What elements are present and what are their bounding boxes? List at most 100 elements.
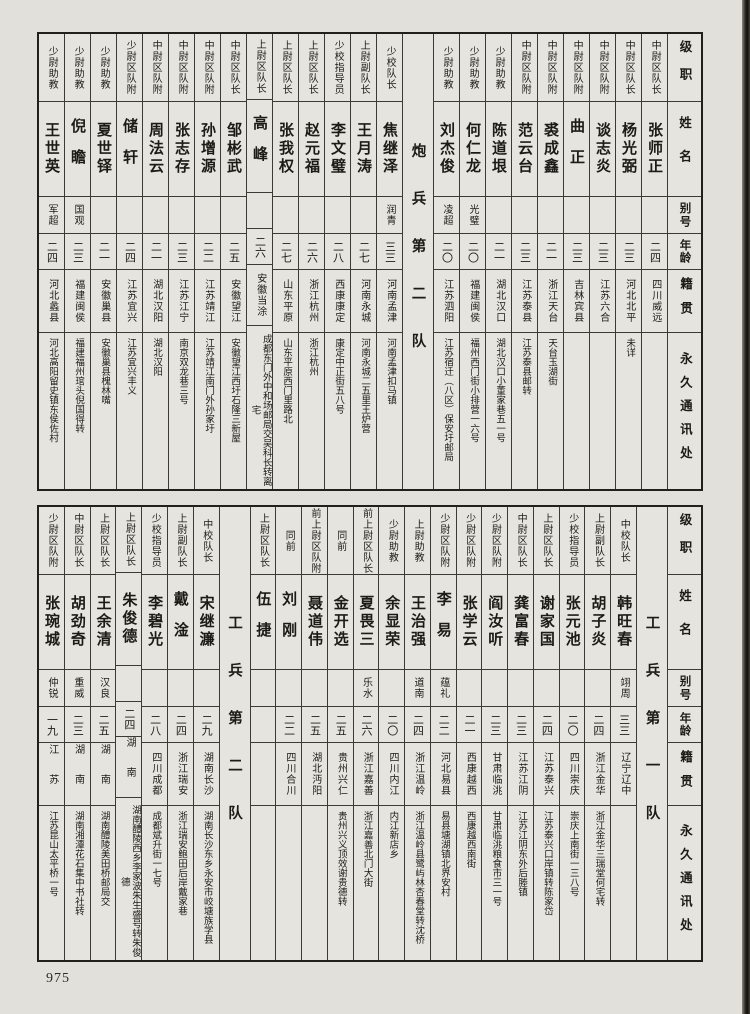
header-column: 级职 姓名 别号 年龄 籍贯 永久通讯处 [667, 34, 701, 489]
age-cell: 三三 [611, 707, 636, 743]
address-cell: 福建福州琯头倪国得转 [73, 338, 84, 433]
alias-cell [247, 193, 272, 230]
address-cell: 崇庆上南街一三八号 [567, 811, 578, 897]
section-label: 工兵第二队 [226, 614, 243, 853]
page-number: 975 [46, 971, 70, 986]
age-cell: 二三 [616, 234, 641, 270]
name-cell: 张志存 [169, 102, 194, 197]
native-place-cell: 安徽巢县 [91, 270, 116, 333]
native-place-cell: 山东平原 [273, 270, 298, 333]
name-cell: 朱俊德 [116, 573, 142, 666]
native-place-cell: 湖南 [64, 743, 90, 806]
address-cell: 甘肃临洮粮食市三一号 [490, 811, 501, 906]
person-column: 少尉助教 余显荣 二〇 四川内江 内江新店乡 [378, 507, 405, 960]
age-cell: 二四 [533, 707, 559, 743]
alias-cell [250, 670, 276, 707]
native-place-cell: 甘肃临洮 [482, 743, 508, 806]
alias-cell [116, 666, 142, 702]
native-place-cell: 河北易县 [430, 743, 456, 806]
native-place-cell: 贵州兴仁 [327, 743, 353, 806]
rank-cell: 中尉区队长 [221, 34, 246, 102]
person-column: 中尉区队附 周法云 二一 湖北汉阳 湖北汉阳 [142, 34, 168, 489]
age-cell: 二九 [193, 707, 219, 743]
native-place-cell: 福建闽侯 [65, 270, 90, 333]
alias-cell [221, 197, 246, 234]
rank-cell: 少尉助教 [434, 34, 459, 102]
alias-cell [325, 197, 350, 234]
age-cell: 三三 [377, 234, 402, 270]
alias-cell: 润青 [377, 197, 402, 234]
address-cell: 江苏江阴东外后塍镇 [516, 811, 527, 897]
address-cell: 江苏泰兴口岸镇转陈家岱 [541, 811, 552, 916]
name-cell: 焦继泽 [377, 102, 402, 197]
native-place-cell: 湖北汉口 [486, 270, 511, 333]
address-cell: 南京双龙巷三号 [177, 338, 188, 405]
address-cell: 浙江嘉善北门大街 [361, 811, 372, 887]
native-place-cell: 辽宁辽中 [611, 743, 636, 806]
name-cell: 李易 [430, 575, 456, 670]
address-cell: 福州西门街小排营一六号 [468, 338, 479, 443]
name-cell: 张师正 [642, 102, 667, 197]
rank-cell: 中尉区队附 [538, 34, 563, 102]
alias-cell: 翊周 [611, 670, 636, 707]
age-cell: 二三 [564, 234, 589, 270]
person-column: 少尉助教 王世英 军超 二四 河北蠡县 河北高阳留史镇东侯佐村 [39, 34, 64, 489]
rank-cell: 少尉助教 [460, 34, 485, 102]
person-column: 上尉副队长 胡子炎 二四 浙江金华 浙江金华三瑞堂何宅转 [584, 507, 611, 960]
rank-cell: 上尉区队长 [247, 34, 272, 101]
native-place-cell: 江苏靖江 [195, 270, 220, 333]
person-column: 上尉区队长 张我权 二七 山东平原 山东平原西门里路北 [272, 34, 298, 489]
person-column: 中尉区队长 龚富春 二三 江苏江阴 江苏江阴东外后塍镇 [507, 507, 533, 960]
address-cell: 安徽巢县槐林嘴 [99, 338, 110, 405]
name-cell: 余显荣 [379, 575, 405, 670]
person-column: 中尉区队附 孙增源 二二 江苏靖江 江苏靖江南门外孙家圩 [194, 34, 220, 489]
name-cell: 张元池 [559, 575, 585, 670]
person-column: 中尉区队附 曲正 二三 吉林宾县 [563, 34, 589, 489]
name-cell: 周法云 [143, 102, 168, 197]
address-cell: 湖南长沙东乡永安市峧塘族学县 [201, 811, 212, 944]
rank-cell: 少尉区队附 [430, 507, 456, 575]
age-cell: 二四 [116, 702, 142, 737]
rank-cell: 中尉区队长 [508, 507, 533, 575]
age-cell: 二八 [325, 234, 350, 270]
person-column: 上尉区队长 高峰 二六 安徽当涂 成都东门外中和场邮局交吴科长转离宅 [246, 34, 272, 489]
header-rank: 级职 [668, 507, 701, 575]
name-cell: 王世英 [39, 102, 64, 197]
person-column: 中尉区队长 邹彬武 二五 安徽望江 安徽望江西圩石隆三新屋 [220, 34, 246, 489]
alias-cell [276, 670, 302, 707]
alias-cell: 乐水 [353, 670, 379, 707]
name-cell: 张我权 [273, 102, 298, 197]
native-place-cell: 四川内江 [379, 743, 405, 806]
alias-cell [142, 670, 167, 707]
person-column: 少尉助教 陈道垠 二一 湖北汉口 湖北汉口小董家巷五一号 [485, 34, 511, 489]
person-column: 中尉区队长 胡劲奇 重威 二三 湖南 湖南湘潭花石集中书社转 [63, 507, 90, 960]
name-cell: 谢家国 [533, 575, 559, 670]
alias-cell: 国观 [65, 197, 90, 234]
name-cell: 曲正 [564, 102, 589, 197]
person-column: 少尉区队附 张学云 二一 西康越西 西康越西南街 [455, 507, 482, 960]
alias-cell [585, 670, 611, 707]
age-cell: 二四 [642, 234, 667, 270]
rank-cell: 中尉区队附 [564, 34, 589, 102]
person-column: 中尉区队长 杨光弼 二三 河北北平 未详 [615, 34, 641, 489]
rank-cell: 少尉助教 [39, 34, 64, 102]
name-cell: 孙增源 [195, 102, 220, 197]
person-column: 少尉区队附 张琬城 仲锐 一九 江苏 江苏昆山太平桥一号 [39, 507, 64, 960]
alias-cell [299, 197, 324, 234]
age-cell: 二七 [273, 234, 298, 270]
address-cell [590, 333, 615, 489]
artillery-roster-table: 级职 姓名 别号 年龄 籍贯 永久通讯处 中尉区队长 张师正 二四 四川威远 中尉区队长 杨光弼 二三河… [37, 32, 703, 491]
section-label-column: 工兵第一队 [636, 507, 667, 960]
rank-cell: 少校指导员 [325, 34, 350, 102]
native-place-cell: 浙江金华 [585, 743, 611, 806]
person-column: 少尉助教 刘杰俊 凌超 二〇 江苏泗阳 江苏宿迁（八区）保安圩邮局 [433, 34, 459, 489]
alias-cell [590, 197, 615, 234]
name-cell: 阎汝听 [482, 575, 508, 670]
native-place-cell: 浙江杭州 [299, 270, 324, 333]
alias-cell [117, 197, 142, 234]
person-column: 少尉区队附 李易 蕴礼 二二 河北易县 易县塘湖镇北界安村 [429, 507, 456, 960]
person-column: 前上尉区队长 夏畏三 乐水 二六 浙江嘉善 浙江嘉善北门大街 [352, 507, 379, 960]
rank-cell: 中尉区队附 [195, 34, 220, 102]
alias-cell [327, 670, 353, 707]
person-column: 少校队长 焦继泽 润青 三三 河南孟津 河南孟津扣马镇 [376, 34, 402, 489]
